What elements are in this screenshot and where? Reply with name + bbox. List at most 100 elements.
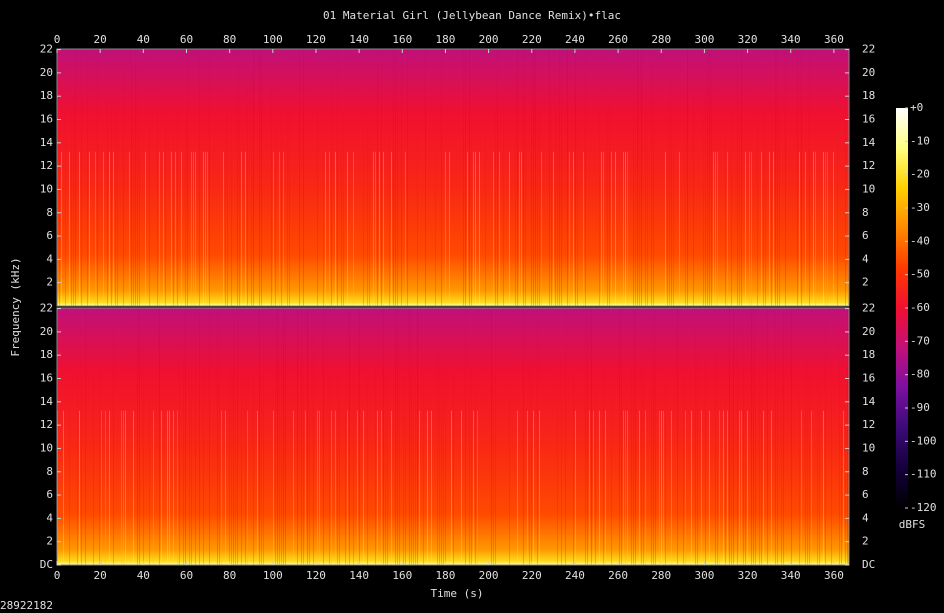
texture-stripe (223, 151, 224, 306)
x-tick-label: 160 (392, 569, 412, 582)
texture-stripe (621, 308, 622, 565)
texture-stripe (175, 151, 176, 306)
texture-stripe (283, 151, 284, 306)
texture-stripe (737, 49, 738, 306)
x-tick-label: 300 (694, 569, 714, 582)
texture-stripe (687, 49, 688, 306)
texture-stripe (415, 308, 416, 565)
texture-stripe (723, 410, 724, 565)
y-tick-label-right: 4 (862, 252, 869, 265)
texture-stripe (137, 49, 138, 306)
texture-stripe (769, 151, 770, 306)
texture-stripe (655, 308, 656, 565)
texture-stripe (135, 49, 136, 306)
texture-stripe (413, 308, 414, 565)
colorbar-tick-label: -40 (910, 234, 930, 247)
x-tick-label: 200 (479, 569, 499, 582)
texture-stripe (615, 151, 616, 306)
texture-stripe (773, 151, 774, 306)
texture-stripe (253, 308, 254, 565)
texture-stripe (843, 410, 844, 565)
x-tick-label-top: 40 (137, 33, 150, 46)
texture-stripe (669, 49, 670, 306)
texture-stripe (709, 49, 710, 306)
texture-stripe (847, 308, 848, 565)
texture-stripe (619, 308, 620, 565)
texture-stripe (495, 308, 496, 565)
texture-stripe (185, 308, 186, 565)
texture-stripe (609, 49, 610, 306)
texture-stripe (573, 151, 574, 306)
y-tick-label: 12 (40, 159, 53, 172)
texture-stripe (405, 151, 406, 306)
texture-stripe (641, 308, 642, 565)
texture-stripe (183, 308, 184, 565)
y-tick-label: 8 (46, 465, 53, 478)
texture-stripe (759, 308, 760, 565)
y-tick-label: 12 (40, 418, 53, 431)
texture-stripe (381, 49, 382, 306)
texture-stripe (757, 49, 758, 306)
texture-stripe (777, 308, 778, 565)
texture-stripe (129, 151, 130, 306)
texture-stripe (497, 49, 498, 306)
texture-stripe (405, 308, 406, 565)
texture-stripe (133, 49, 134, 306)
texture-stripe (399, 308, 400, 565)
texture-stripe (391, 151, 392, 306)
texture-stripe (245, 308, 246, 565)
texture-stripe (743, 308, 744, 565)
texture-stripe (599, 49, 600, 306)
texture-stripe (143, 308, 144, 565)
texture-stripe (771, 49, 772, 306)
texture-stripe (469, 49, 470, 306)
x-tick-label: 80 (223, 569, 236, 582)
texture-stripe (247, 49, 248, 306)
texture-stripe (679, 151, 680, 306)
texture-stripe (139, 308, 140, 565)
texture-stripe (95, 151, 96, 306)
texture-stripe (251, 49, 252, 306)
texture-stripe (761, 308, 762, 565)
y-tick-label-right: 2 (862, 535, 869, 548)
texture-stripe (105, 410, 106, 565)
texture-stripe (529, 308, 530, 565)
texture-stripe (347, 151, 348, 306)
x-tick-label-top: 100 (263, 33, 283, 46)
texture-stripe (293, 410, 294, 565)
y-tick-label-right: 20 (862, 325, 875, 338)
texture-stripe (745, 308, 746, 565)
texture-stripe (731, 49, 732, 306)
texture-stripe (665, 151, 666, 306)
texture-stripe (347, 410, 348, 565)
texture-stripe (349, 308, 350, 565)
texture-stripe (375, 308, 376, 565)
texture-stripe (81, 49, 82, 306)
texture-stripe (221, 410, 222, 565)
x-tick-label-top: 20 (94, 33, 107, 46)
texture-stripe (805, 308, 806, 565)
texture-stripe (115, 49, 116, 306)
texture-stripe (715, 151, 716, 306)
texture-stripe (427, 410, 428, 565)
y-tick-label: 6 (46, 488, 53, 501)
texture-stripe (77, 308, 78, 565)
texture-stripe (75, 49, 76, 306)
texture-stripe (477, 410, 478, 565)
texture-stripe (367, 308, 368, 565)
texture-stripe (539, 49, 540, 306)
texture-stripe (745, 151, 746, 306)
texture-stripe (373, 151, 374, 306)
texture-stripe (69, 308, 70, 565)
texture-stripe (273, 151, 274, 306)
texture-stripe (839, 308, 840, 565)
texture-stripe (385, 308, 386, 565)
x-tick-label: 60 (180, 569, 193, 582)
texture-stripe (741, 49, 742, 306)
texture-stripe (397, 49, 398, 306)
texture-stripe (799, 151, 800, 306)
texture-stripe (493, 151, 494, 306)
texture-stripe (555, 49, 556, 306)
y-tick-label: 2 (46, 535, 53, 548)
texture-stripe (633, 308, 634, 565)
